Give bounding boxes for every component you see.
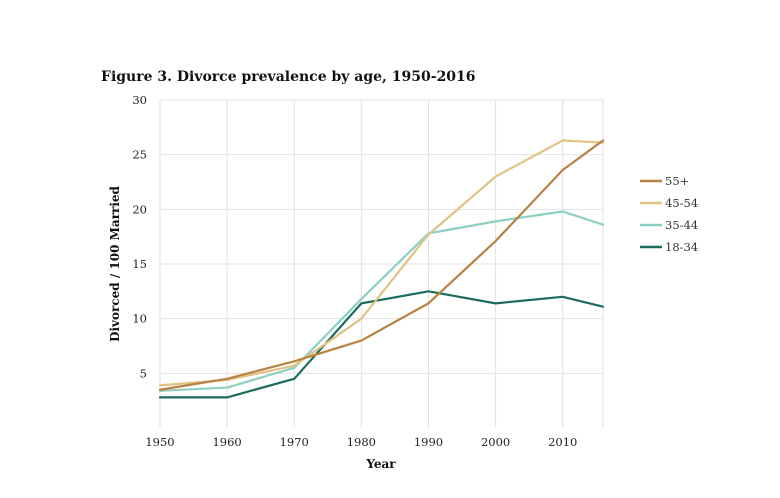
y-tick-label: 15 bbox=[132, 257, 147, 271]
y-tick-label: 25 bbox=[132, 148, 147, 162]
legend-label: 45-54 bbox=[665, 196, 698, 210]
x-tick-label: 1980 bbox=[347, 435, 376, 449]
grid bbox=[159, 99, 604, 428]
chart-title: Figure 3. Divorce prevalence by age, 195… bbox=[101, 69, 476, 85]
x-tick-label: 1970 bbox=[280, 435, 309, 449]
y-tick-label: 5 bbox=[140, 366, 147, 380]
y-axis-ticks: 5 10 15 20 25 30 bbox=[132, 93, 147, 380]
y-axis-title: Divorced / 100 Married bbox=[108, 185, 122, 341]
x-tick-label: 2010 bbox=[548, 435, 577, 449]
legend-label: 35-44 bbox=[665, 218, 698, 232]
x-axis-title: Year bbox=[365, 457, 396, 471]
x-tick-label: 2000 bbox=[481, 435, 510, 449]
series-lines bbox=[158, 139, 605, 399]
x-tick-label: 1990 bbox=[414, 435, 443, 449]
legend-label: 55+ bbox=[665, 174, 689, 188]
y-tick-label: 30 bbox=[132, 93, 147, 107]
legend: 55+ 45-54 35-44 18-34 bbox=[640, 174, 698, 254]
y-tick-label: 10 bbox=[132, 312, 147, 326]
x-tick-label: 1960 bbox=[212, 435, 241, 449]
legend-label: 18-34 bbox=[665, 240, 698, 254]
series-line-55+ bbox=[158, 139, 605, 391]
y-tick-label: 20 bbox=[132, 202, 147, 216]
series-line-35-44 bbox=[158, 210, 605, 392]
series-line-45-54 bbox=[158, 139, 605, 387]
series-line-18-34 bbox=[158, 290, 605, 399]
x-axis-ticks: 1950 1960 1970 1980 1990 2000 2010 bbox=[145, 435, 577, 449]
x-tick-label: 1950 bbox=[145, 435, 174, 449]
